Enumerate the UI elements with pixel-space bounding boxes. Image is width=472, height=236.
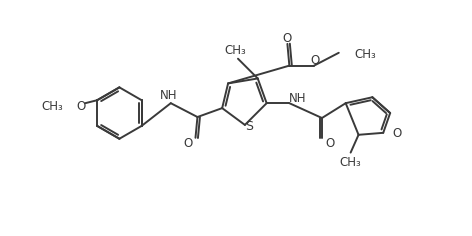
Text: NH: NH bbox=[288, 92, 306, 105]
Text: O: O bbox=[283, 32, 292, 46]
Text: CH₃: CH₃ bbox=[224, 44, 246, 57]
Text: O: O bbox=[392, 127, 402, 140]
Text: O: O bbox=[77, 100, 86, 113]
Text: CH₃: CH₃ bbox=[354, 48, 376, 61]
Text: CH₃: CH₃ bbox=[340, 156, 362, 169]
Text: NH: NH bbox=[160, 89, 177, 102]
Text: O: O bbox=[311, 54, 320, 67]
Text: O: O bbox=[183, 137, 192, 150]
Text: S: S bbox=[245, 120, 253, 133]
Text: O: O bbox=[325, 137, 335, 150]
Text: CH₃: CH₃ bbox=[42, 100, 64, 113]
